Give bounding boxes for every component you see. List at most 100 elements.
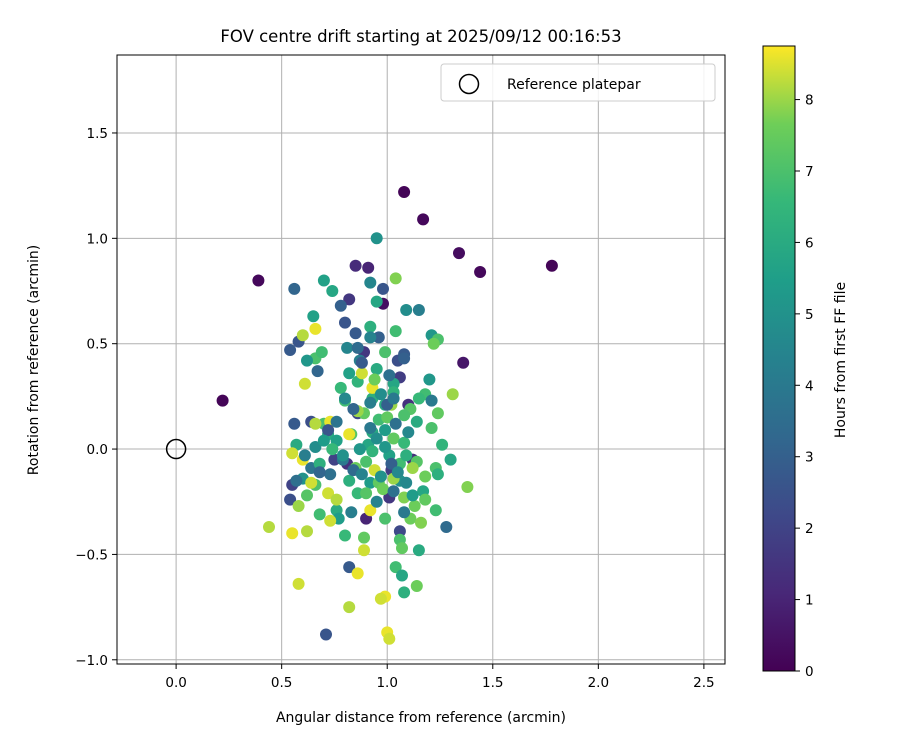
- data-point: [334, 299, 347, 312]
- data-point: [398, 506, 411, 519]
- data-point: [322, 424, 335, 437]
- data-point: [309, 322, 322, 335]
- data-point: [379, 424, 392, 437]
- data-point: [360, 487, 373, 500]
- data-point: [343, 601, 356, 614]
- data-point: [317, 274, 330, 287]
- data-point: [284, 344, 297, 356]
- data-point: [379, 441, 392, 453]
- data-point: [301, 489, 313, 502]
- data-point: [355, 356, 368, 369]
- data-point: [336, 449, 349, 462]
- colorbar-gradient: [762, 45, 796, 672]
- data-point: [320, 628, 332, 641]
- data-point: [347, 403, 360, 415]
- data-point: [398, 586, 411, 599]
- data-point: [313, 508, 326, 521]
- data-point: [417, 213, 430, 226]
- data-point: [366, 445, 379, 458]
- data-point: [343, 428, 356, 441]
- legend-reference-marker: [458, 73, 480, 95]
- reference-platepar-marker: [165, 438, 187, 460]
- data-point: [364, 331, 377, 344]
- data-point: [419, 470, 432, 483]
- data-point: [431, 468, 444, 481]
- data-point: [406, 462, 419, 474]
- data-point: [402, 426, 415, 439]
- x-tick-label: 0.5: [271, 675, 292, 691]
- data-point: [406, 489, 419, 502]
- y-tick-label: 1.0: [87, 231, 108, 247]
- data-point: [358, 531, 370, 544]
- data-point: [292, 577, 305, 590]
- data-point: [398, 186, 411, 198]
- x-tick-label: 1.5: [482, 675, 503, 691]
- data-point: [339, 316, 351, 329]
- data-point: [315, 346, 328, 359]
- data-point: [415, 516, 427, 529]
- y-tick-label: −1.0: [75, 653, 108, 669]
- data-point: [364, 320, 377, 333]
- data-point: [389, 272, 402, 285]
- data-point: [396, 542, 408, 555]
- data-point: [391, 466, 404, 479]
- data-point: [400, 449, 413, 462]
- data-point: [364, 476, 377, 489]
- data-point: [393, 525, 406, 538]
- data-point: [355, 367, 368, 380]
- data-point: [313, 457, 326, 470]
- data-point: [307, 310, 320, 323]
- data-point: [326, 443, 339, 456]
- data-point: [377, 282, 389, 295]
- data-point: [362, 261, 375, 274]
- data-point: [343, 293, 356, 306]
- data-point: [389, 561, 402, 574]
- data-point: [474, 266, 487, 278]
- data-point: [368, 373, 381, 386]
- data-point: [423, 373, 436, 386]
- data-point: [349, 259, 362, 272]
- grid: [117, 55, 725, 664]
- data-point: [385, 457, 398, 470]
- data-point: [355, 468, 368, 481]
- y-tick-label: 0.0: [87, 442, 108, 458]
- data-point: [263, 521, 275, 533]
- data-point: [410, 415, 423, 428]
- data-point: [345, 506, 358, 519]
- data-point: [311, 365, 324, 378]
- data-point: [292, 500, 305, 512]
- data-point: [374, 388, 387, 401]
- legend: Reference platepar: [440, 63, 716, 102]
- data-point: [370, 232, 383, 245]
- data-point: [400, 304, 413, 316]
- data-point: [326, 285, 339, 297]
- data-point: [298, 377, 311, 390]
- data-point: [288, 282, 301, 295]
- data-point: [379, 512, 392, 525]
- plot-frame: [116, 54, 726, 665]
- data-point: [383, 369, 396, 382]
- data-point: [364, 276, 377, 289]
- data-point: [358, 544, 370, 557]
- data-point: [444, 453, 457, 466]
- colorbar-tick-label: 6: [805, 235, 814, 251]
- legend-box: [440, 63, 716, 102]
- data-point: [398, 352, 411, 365]
- data-point: [339, 529, 351, 542]
- reference-marker-group: [165, 438, 187, 460]
- data-point: [286, 447, 299, 460]
- data-point: [419, 493, 432, 506]
- data-points: [216, 186, 558, 645]
- data-point: [343, 474, 356, 487]
- data-point: [412, 304, 425, 316]
- y-tick-label: −0.5: [75, 547, 108, 563]
- data-point: [330, 493, 343, 506]
- data-point: [425, 422, 438, 434]
- data-point: [216, 394, 229, 407]
- colorbar-tick-label: 7: [805, 164, 814, 180]
- data-point: [341, 341, 354, 354]
- data-point: [545, 259, 558, 272]
- data-point: [351, 487, 364, 500]
- data-point: [400, 476, 413, 489]
